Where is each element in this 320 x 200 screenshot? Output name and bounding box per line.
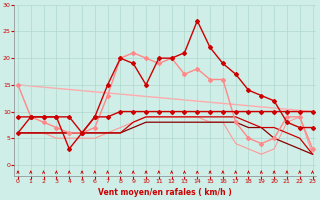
X-axis label: Vent moyen/en rafales ( km/h ): Vent moyen/en rafales ( km/h ) [98,188,232,197]
